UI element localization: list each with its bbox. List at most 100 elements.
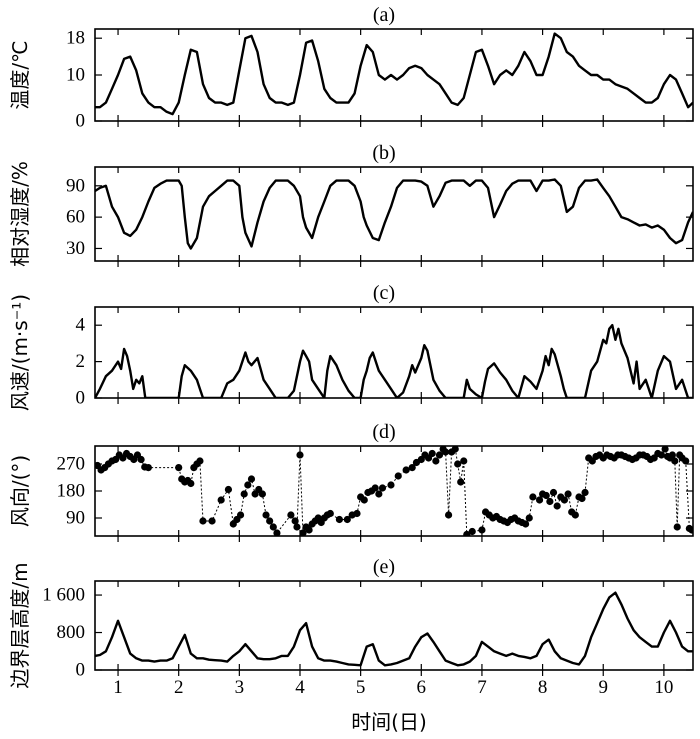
- series-line: [95, 32, 693, 116]
- data-point: [199, 517, 207, 525]
- data-point: [378, 484, 387, 492]
- x-tick-label: 5: [356, 677, 366, 698]
- x-tick-label: 3: [235, 677, 245, 698]
- panel-c: (c) 风速/(m·s⁻¹) 0 2 4: [8, 282, 694, 411]
- y-tick-label: 270: [57, 454, 86, 475]
- data-point: [287, 511, 295, 519]
- data-point: [444, 511, 453, 519]
- y-tick-label: 4: [76, 315, 86, 336]
- x-tick-label: 2: [174, 677, 184, 698]
- data-point: [581, 488, 589, 497]
- data-point: [299, 529, 307, 536]
- data-point: [441, 448, 450, 456]
- x-tick-label: 8: [538, 677, 548, 698]
- y-tick-label: 1 600: [42, 585, 85, 606]
- y-axis-title: 边界层高度/m: [8, 562, 32, 688]
- data-point: [387, 481, 395, 489]
- y-axis-title: 温度/℃: [8, 40, 32, 109]
- data-point: [546, 497, 554, 506]
- x-tick-label: 1: [113, 677, 123, 698]
- data-point: [394, 472, 402, 480]
- data-point: [463, 530, 471, 536]
- data-point: [671, 457, 679, 465]
- x-tick-label: 10: [654, 677, 673, 698]
- data-point: [468, 527, 476, 536]
- data-point: [236, 511, 245, 519]
- data-point: [657, 451, 666, 459]
- panel-label: (a): [373, 4, 395, 26]
- y-tick-label: 18: [66, 28, 85, 49]
- data-point: [682, 457, 690, 465]
- panel-label: (d): [372, 421, 395, 443]
- data-point: [360, 496, 368, 504]
- data-point: [402, 466, 410, 474]
- data-point: [224, 485, 233, 494]
- data-point: [187, 479, 195, 488]
- y-tick-label: 90: [66, 508, 85, 529]
- y-tick-label: 90: [66, 175, 85, 196]
- series-line: [95, 591, 693, 667]
- panel-frame: [94, 580, 694, 671]
- data-point: [460, 457, 468, 465]
- series-connector: [97, 447, 693, 536]
- data-point: [673, 523, 681, 531]
- x-tick-label: 7: [477, 677, 487, 698]
- y-tick-label: 30: [66, 238, 85, 259]
- y-axis-title: 相对湿度/%: [8, 161, 32, 267]
- series-line: [95, 178, 693, 250]
- data-point: [335, 515, 344, 524]
- x-tick-label: 6: [417, 677, 427, 698]
- data-point: [262, 511, 270, 519]
- data-point: [661, 446, 669, 453]
- panel-frame: [94, 306, 694, 399]
- data-point: [578, 494, 586, 503]
- x-tick-label: 4: [295, 677, 305, 698]
- data-point: [408, 464, 416, 472]
- data-point: [375, 490, 383, 498]
- panel-label: (c): [373, 282, 395, 304]
- y-tick-label: 10: [66, 65, 85, 86]
- data-point: [535, 496, 544, 504]
- data-point: [454, 460, 462, 468]
- x-tick-label: 9: [598, 677, 608, 698]
- data-point: [326, 509, 334, 518]
- panel-a: (a) 温度/℃ 0 10 18: [8, 4, 694, 132]
- data-point: [175, 464, 183, 472]
- data-point: [247, 475, 256, 483]
- data-point: [273, 529, 281, 536]
- data-point: [542, 491, 550, 500]
- data-point: [353, 509, 361, 518]
- data-point: [266, 517, 274, 525]
- y-tick-label: 800: [57, 622, 86, 643]
- data-point: [244, 481, 252, 489]
- data-point: [432, 457, 440, 465]
- panel-b: (b) 相对湿度/% 30 60 90: [8, 142, 694, 267]
- data-point: [428, 449, 436, 458]
- data-point: [217, 496, 225, 504]
- data-point: [296, 451, 304, 459]
- data-point: [343, 515, 351, 524]
- data-point: [291, 517, 299, 525]
- data-point: [549, 488, 558, 497]
- panel-label: (e): [373, 556, 395, 578]
- data-point: [371, 484, 379, 492]
- data-point: [553, 502, 561, 510]
- data-point: [258, 490, 266, 498]
- x-axis-title: 时间(日): [351, 710, 427, 734]
- data-point: [196, 457, 204, 465]
- y-tick-label: 180: [57, 481, 86, 502]
- panel-e: (e) 边界层高度/m 0 800 1 600: [8, 556, 694, 689]
- data-point: [305, 526, 313, 534]
- data-point: [529, 493, 537, 501]
- data-point: [457, 478, 465, 486]
- data-point: [240, 490, 248, 498]
- y-tick-label: 0: [76, 660, 86, 681]
- data-point: [451, 446, 459, 453]
- data-point: [208, 517, 216, 525]
- data-point: [668, 451, 676, 459]
- data-point: [688, 526, 693, 534]
- y-tick-label: 2: [76, 351, 86, 372]
- data-point: [560, 496, 569, 504]
- data-point: [571, 511, 579, 519]
